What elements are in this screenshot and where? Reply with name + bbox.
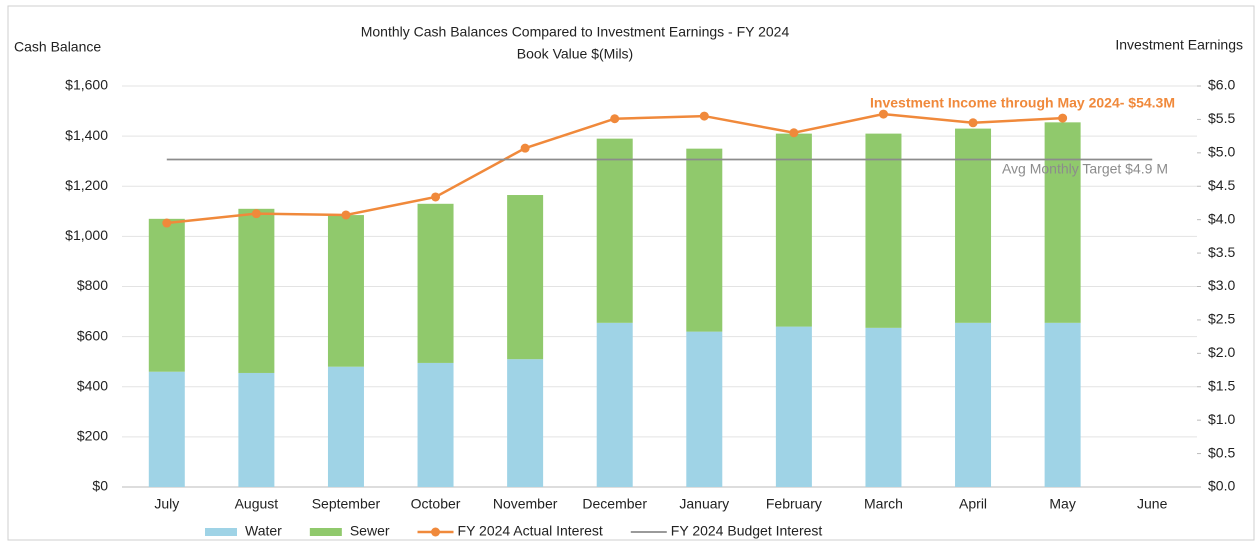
bar — [327, 366, 364, 487]
x-tick-label: December — [582, 496, 647, 512]
bar — [686, 148, 723, 332]
chart-subtitle: Book Value $(Mils) — [517, 46, 633, 62]
y-tick-label: $200 — [77, 428, 108, 444]
y-tick-label: $1,400 — [65, 127, 108, 143]
x-tick-label: July — [154, 496, 179, 512]
x-tick-label: November — [493, 496, 558, 512]
legend-label: Water — [245, 523, 282, 539]
bar — [1044, 122, 1081, 323]
x-tick-label: January — [679, 496, 729, 512]
line-marker — [610, 114, 620, 124]
legend-label: FY 2024 Budget Interest — [671, 523, 823, 539]
y-tick-label: $800 — [77, 277, 108, 293]
bar — [417, 203, 454, 363]
bar — [327, 215, 364, 367]
x-tick-label: May — [1049, 496, 1075, 512]
bar — [417, 362, 454, 487]
y-tick-label: $1,200 — [65, 177, 108, 193]
y-axis-title: Cash Balance — [14, 39, 101, 55]
line-marker — [251, 209, 261, 219]
y2-tick-label: $5.0 — [1208, 144, 1235, 160]
bar — [865, 133, 902, 328]
y2-tick-label: $1.0 — [1208, 411, 1235, 427]
bar — [596, 322, 633, 487]
legend-label: Sewer — [350, 523, 390, 539]
y-tick-label: $1,000 — [65, 227, 108, 243]
x-tick-label: September — [312, 496, 381, 512]
annotation: Investment Income through May 2024- $54.… — [870, 95, 1175, 111]
y2-axis-title: Investment Earnings — [1115, 37, 1243, 53]
x-tick-label: March — [864, 496, 903, 512]
line-marker — [968, 118, 978, 128]
y2-tick-label: $4.0 — [1208, 210, 1235, 226]
y2-tick-label: $2.5 — [1208, 311, 1235, 327]
line-marker — [162, 218, 172, 228]
line-marker — [520, 143, 530, 153]
bar — [865, 327, 902, 487]
x-tick-label: August — [235, 496, 279, 512]
x-tick-label: April — [959, 496, 987, 512]
y2-tick-label: $1.5 — [1208, 377, 1235, 393]
y2-tick-label: $6.0 — [1208, 77, 1235, 93]
bar — [955, 128, 992, 323]
legend-marker — [431, 527, 441, 537]
y-tick-label: $400 — [77, 377, 108, 393]
bar — [238, 372, 275, 487]
y-tick-label: $1,600 — [65, 77, 108, 93]
bar — [148, 371, 185, 487]
y-tick-label: $600 — [77, 327, 108, 343]
y2-tick-label: $5.5 — [1208, 110, 1235, 126]
y2-tick-label: $0.5 — [1208, 444, 1235, 460]
line-marker — [789, 128, 799, 138]
legend-swatch — [309, 528, 342, 536]
bar — [596, 138, 633, 323]
line-marker — [1058, 113, 1068, 123]
y2-tick-label: $3.5 — [1208, 244, 1235, 260]
bar — [148, 218, 185, 372]
bar — [238, 208, 275, 373]
y2-tick-label: $2.0 — [1208, 344, 1235, 360]
annotation: Avg Monthly Target $4.9 M — [1002, 161, 1168, 177]
bar — [775, 133, 812, 327]
chart-title: Monthly Cash Balances Compared to Invest… — [361, 24, 790, 40]
legend-label: FY 2024 Actual Interest — [458, 523, 603, 539]
y2-tick-label: $0.0 — [1208, 478, 1235, 494]
line-marker — [699, 111, 709, 121]
x-tick-label: February — [766, 496, 822, 512]
bar — [955, 322, 992, 487]
x-tick-label: October — [411, 496, 461, 512]
legend-swatch — [205, 528, 237, 536]
bar — [507, 359, 544, 487]
bar — [686, 331, 723, 487]
y2-tick-label: $3.0 — [1208, 277, 1235, 293]
line-marker — [341, 210, 351, 220]
bar — [507, 195, 544, 360]
line-marker — [431, 192, 441, 202]
y-tick-label: $0 — [92, 478, 108, 494]
bar — [1044, 322, 1081, 487]
bar — [775, 326, 812, 487]
y2-tick-label: $4.5 — [1208, 177, 1235, 193]
x-tick-label: June — [1137, 496, 1168, 512]
line-marker — [878, 109, 888, 119]
